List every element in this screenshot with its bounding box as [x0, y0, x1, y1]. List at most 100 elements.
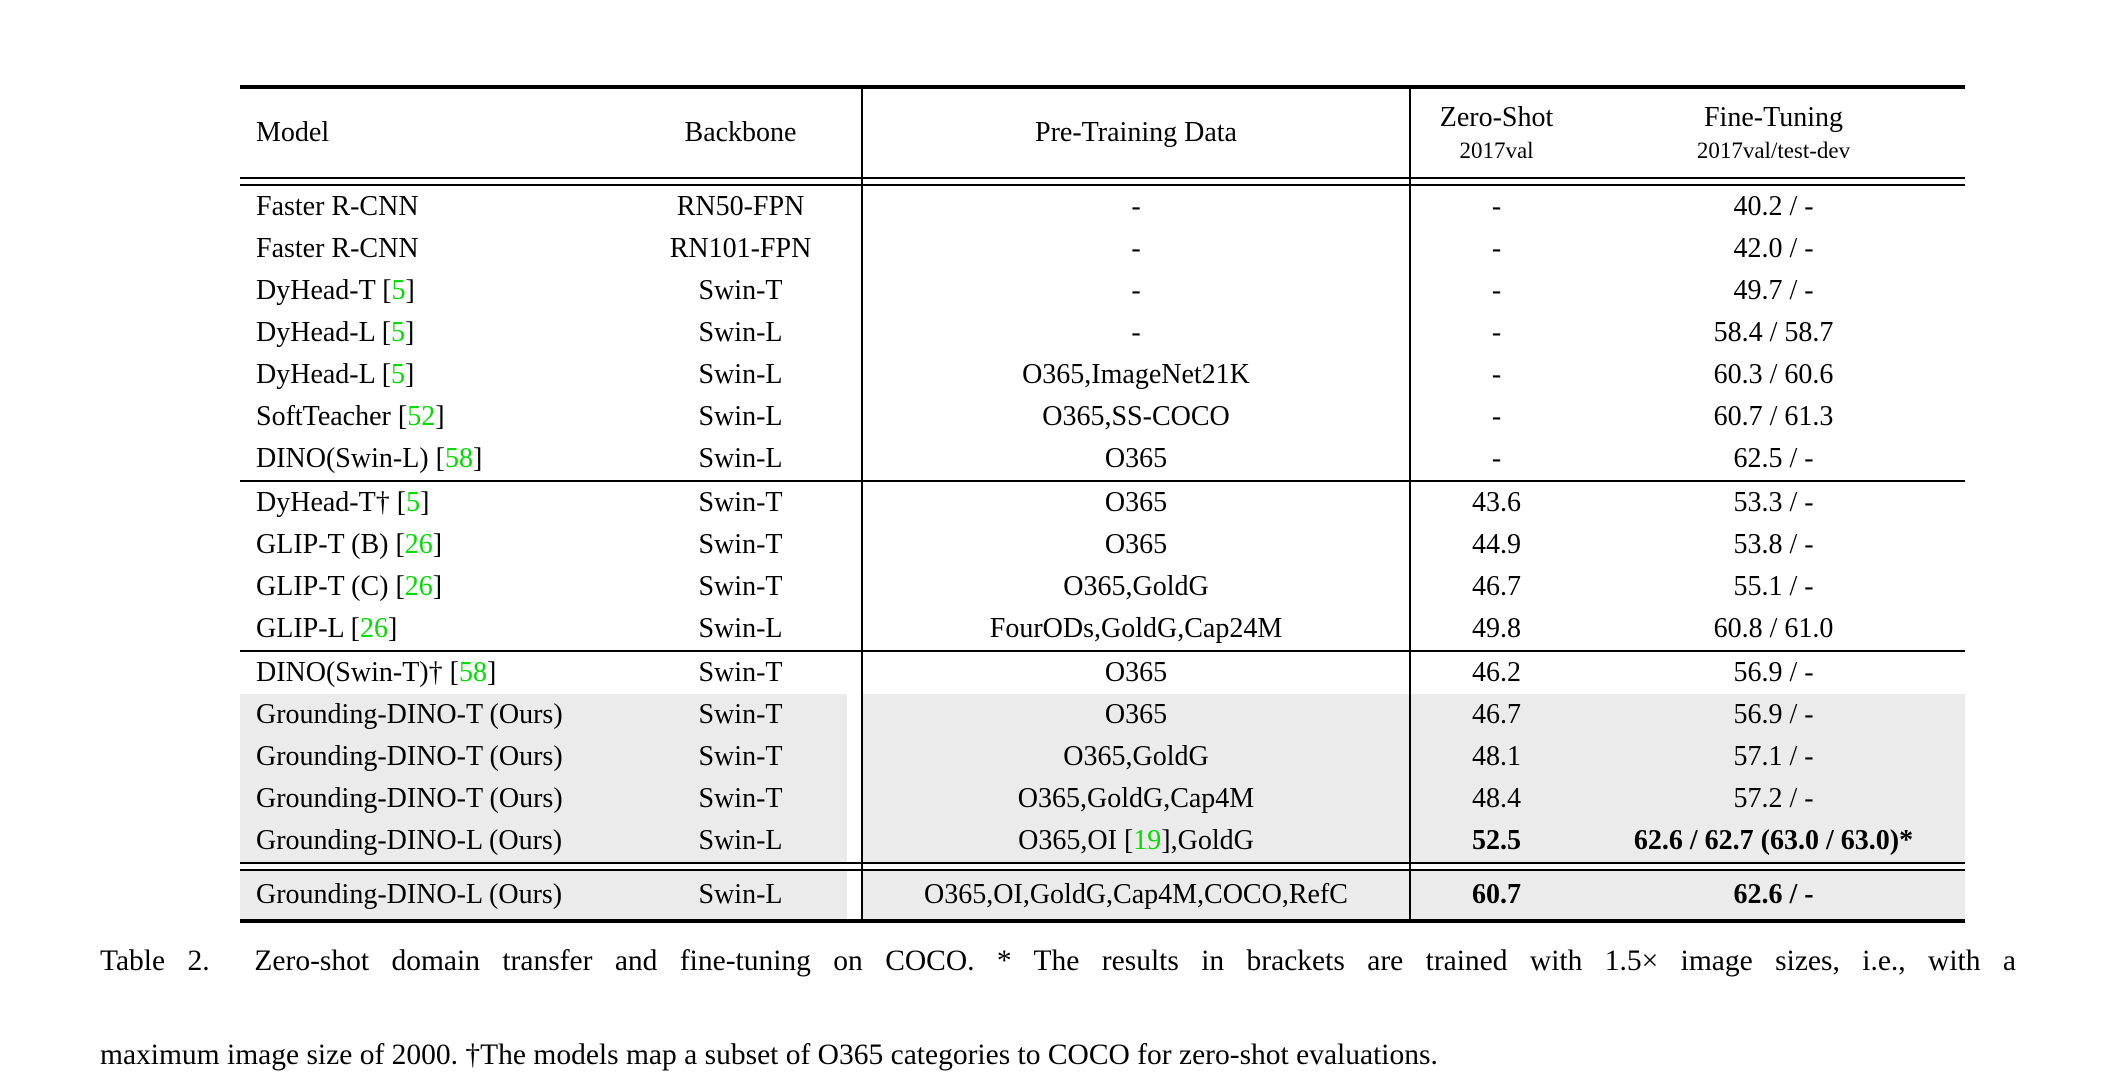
citation-bracket: [ [388, 529, 405, 560]
cell-zero-shot: 46.2 [1409, 650, 1582, 694]
citation-bracket: ] [472, 443, 483, 474]
cell-fine-tuning: 55.1 / - [1733, 571, 1814, 602]
citation-link[interactable]: 26 [359, 613, 388, 644]
table-row: DyHead-L [5] Swin-L O365,ImageNet21K - 6… [240, 354, 1965, 396]
pretraining-data: - [1131, 275, 1141, 306]
cell-backbone: RN50-FPN [676, 191, 805, 222]
pretraining-data: O365,GoldG,Cap4M [1017, 783, 1255, 814]
cell-backbone: Swin-T [698, 571, 783, 602]
cell-backbone: Swin-L [620, 820, 862, 863]
cell-fine-tuning: 62.6 / - [1582, 870, 1965, 921]
pretraining-citation: [19] [1117, 825, 1171, 856]
cell-fine-tuning: 49.7 / - [1733, 275, 1814, 306]
citation-link[interactable]: 26 [404, 571, 433, 602]
table-row: Faster R-CNN RN50-FPN - - 40.2 / - [240, 185, 1965, 228]
cell-zero-shot: 44.9 [1409, 524, 1582, 566]
column-header-zero-shot: Zero-Shot 2017val [1409, 87, 1582, 178]
paper-table-figure: Model Backbone Pre-Training Data Zero-Sh… [240, 85, 1965, 923]
cell-fine-tuning: 60.7 / 61.3 [1713, 401, 1834, 432]
table-row: DyHead-T [5] Swin-T - - 49.7 / - [240, 270, 1965, 312]
model-name: GLIP-T (C) [256, 571, 389, 602]
citation-link[interactable]: 52 [407, 401, 436, 432]
citation-link[interactable]: 5 [406, 487, 421, 518]
model-citation: [5] [375, 275, 415, 306]
citation-bracket: ] [405, 359, 415, 390]
table-row: DyHead-T† [5] Swin-T O365 43.6 53.3 / - [240, 480, 1965, 524]
citation-bracket: [ [389, 487, 407, 518]
cell-pretraining-data: O365 [861, 524, 1410, 566]
citation-bracket: ] [405, 317, 415, 348]
cell-model: DINO(Swin-T)† [58] [240, 650, 620, 694]
cell-backbone: Swin-T [620, 650, 862, 694]
table-row: GLIP-T (B) [26] Swin-T O365 44.9 53.8 / … [240, 524, 1965, 566]
pretraining-data: O365,GoldG [1063, 741, 1209, 772]
table-row: Grounding-DINO-L (Ours) Swin-L O365,OI,G… [240, 870, 1965, 921]
model-name: Grounding-DINO-T (Ours) [256, 699, 563, 730]
caption-line-1: Table 2. Zero-shot domain transfer and f… [100, 945, 2016, 977]
cell-pretraining-data: O365 [861, 438, 1410, 481]
cell-model: DyHead-T [5] [240, 270, 620, 312]
cell-model: Grounding-DINO-L (Ours) [240, 870, 620, 921]
citation-bracket: [ [375, 275, 392, 306]
cell-fine-tuning: 60.3 / 60.6 [1713, 359, 1834, 390]
cell-zero-shot: 46.7 [1409, 694, 1582, 736]
citation-link[interactable]: 19 [1133, 825, 1162, 856]
citation-bracket: [ [388, 571, 405, 602]
citation-bracket: [ [390, 401, 408, 432]
cell-model: Grounding-DINO-T (Ours) [240, 736, 620, 778]
cell-fine-tuning: 60.8 / 61.0 [1713, 613, 1834, 644]
citation-bracket: ] [405, 275, 415, 306]
citation-link[interactable]: 58 [444, 443, 473, 474]
table-caption: Table 2. Zero-shot domain transfer and f… [100, 938, 2016, 1079]
header-double-rule [240, 177, 1965, 186]
cell-pretraining-data: O365,ImageNet21K [861, 354, 1410, 396]
model-name: DyHead-L [256, 317, 375, 348]
pretraining-data: O365 [1104, 657, 1168, 688]
cell-zero-shot: - [1409, 354, 1582, 396]
cell-model: GLIP-L [26] [240, 608, 620, 651]
page: { "table": { "columns": { "model": "Mode… [100, 85, 2016, 1071]
model-name: Grounding-DINO-L (Ours) [256, 879, 563, 910]
cell-zero-shot: 46.7 [1409, 566, 1582, 608]
table-row: Grounding-DINO-T (Ours) Swin-T O365 46.7… [240, 694, 1965, 736]
cell-pretraining-data: - [861, 312, 1410, 354]
pretraining-data: O365,SS-COCO [1042, 401, 1230, 432]
model-citation: [58] [443, 657, 497, 688]
table-row: DINO(Swin-L) [58] Swin-L O365 - 62.5 / - [240, 438, 1965, 481]
citation-link[interactable]: 5 [391, 359, 406, 390]
citation-link[interactable]: 5 [391, 275, 406, 306]
cell-model: DINO(Swin-L) [58] [240, 438, 620, 481]
pretraining-data: - [1131, 191, 1141, 222]
model-name: GLIP-T (B) [256, 529, 389, 560]
cell-fine-tuning: 62.5 / - [1733, 443, 1814, 474]
cell-backbone: Swin-T [620, 778, 862, 820]
model-name: Grounding-DINO-T (Ours) [256, 741, 563, 772]
cell-pretraining-data: O365,GoldG [861, 566, 1410, 608]
table-row: Grounding-DINO-T (Ours) Swin-T O365,Gold… [240, 736, 1965, 778]
citation-bracket: ] [435, 401, 445, 432]
citation-link[interactable]: 58 [458, 657, 487, 688]
cell-pretraining-data: O365,GoldG,Cap4M [861, 778, 1410, 820]
citation-bracket: ] [432, 571, 443, 602]
model-name: Grounding-DINO-L (Ours) [256, 825, 563, 856]
model-name: DINO(Swin-T)† [256, 657, 443, 688]
cell-pretraining-data: - [861, 185, 1410, 228]
cell-zero-shot: 52.5 [1409, 820, 1582, 863]
fine-tuning-title: Fine-Tuning [1703, 102, 1843, 133]
results-table: Model Backbone Pre-Training Data Zero-Sh… [240, 85, 1965, 923]
citation-bracket: ] [432, 529, 443, 560]
citation-link[interactable]: 5 [391, 317, 406, 348]
fine-tuning-subtitle: 2017val/test-dev [1696, 138, 1851, 163]
cell-zero-shot: - [1409, 396, 1582, 438]
table-row: Faster R-CNN RN101-FPN - - 42.0 / - [240, 228, 1965, 270]
column-header-model-label: Model [256, 117, 330, 148]
cell-backbone: Swin-T [620, 480, 862, 524]
citation-bracket: [ [428, 443, 445, 474]
pretraining-data: O365 [1104, 487, 1168, 518]
citation-link[interactable]: 26 [404, 529, 433, 560]
model-name: DINO(Swin-L) [256, 443, 429, 474]
cell-zero-shot: - [1409, 270, 1582, 312]
zero-shot-subtitle: 2017val [1459, 138, 1534, 163]
table-row: GLIP-L [26] Swin-L FourODs,GoldG,Cap24M … [240, 608, 1965, 651]
cell-fine-tuning: 53.8 / - [1733, 529, 1814, 560]
